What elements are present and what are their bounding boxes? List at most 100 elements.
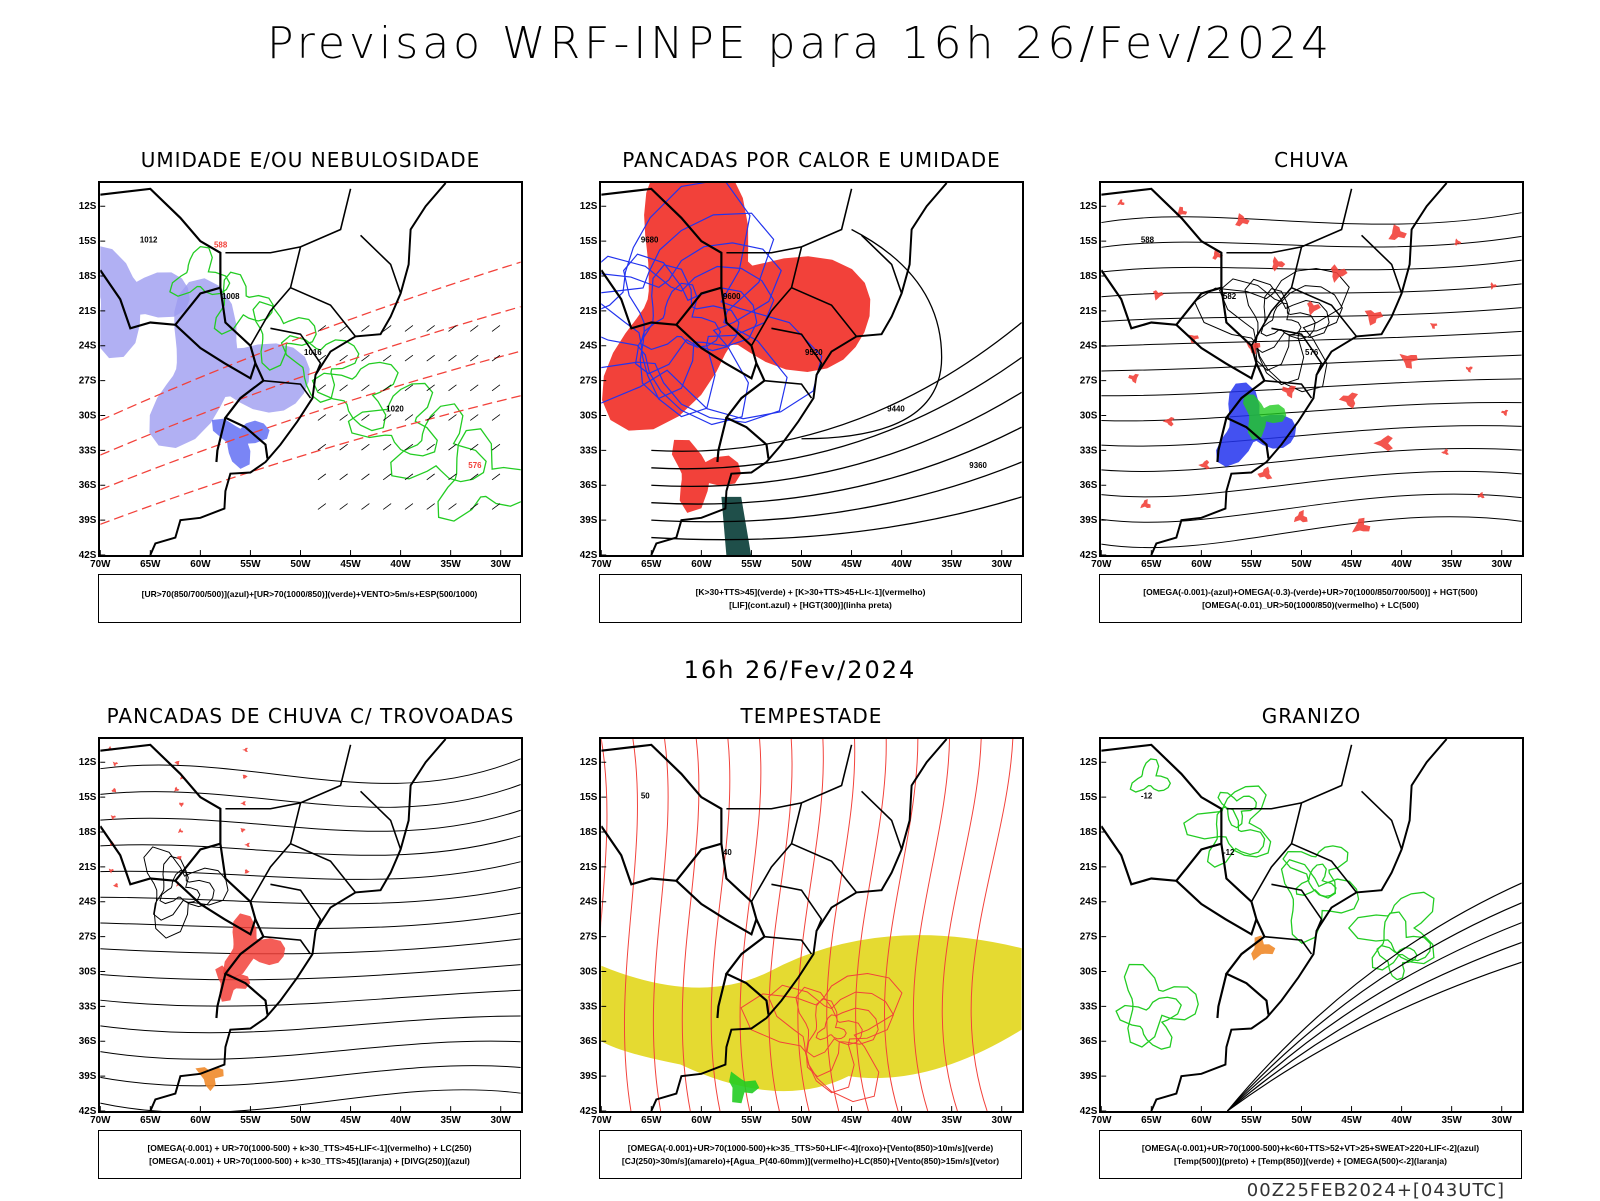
state-border	[791, 842, 858, 893]
lat-tick-label: 27S	[580, 376, 598, 387]
wind-vector	[426, 325, 435, 332]
lc250-contour	[153, 855, 215, 921]
lon-tick-label: 60W	[691, 559, 712, 570]
rain-area-red	[1272, 256, 1286, 272]
wind-vector	[426, 443, 435, 451]
lat-tick-label: 36S	[1080, 480, 1098, 491]
state-border	[290, 842, 357, 893]
lc250-streamline	[100, 912, 521, 929]
wind-vector	[448, 384, 457, 392]
lc850-contour	[740, 972, 903, 1103]
contour-label: 9440	[887, 405, 905, 414]
thunderstorm-area-red	[112, 761, 119, 767]
rain-area-red	[1282, 385, 1296, 399]
lc850-contour	[767, 984, 894, 1094]
lat-tick-label: 18S	[580, 827, 598, 838]
lon-tick-label: 35W	[942, 1115, 963, 1126]
clear-area	[806, 201, 886, 267]
wind-vector	[404, 473, 414, 481]
lat-tick-label: 24S	[1080, 897, 1098, 908]
wind-vector	[448, 354, 457, 362]
hgt500-streamline	[1101, 516, 1522, 549]
wind-vector	[448, 443, 457, 451]
wind-vector	[382, 414, 392, 421]
lon-tick-label: 65W	[140, 559, 161, 570]
instability-area-green	[721, 496, 752, 555]
lon-tick-label: 50W	[290, 559, 311, 570]
state-border	[263, 935, 312, 955]
wind-vector	[317, 503, 327, 510]
state-border	[1361, 234, 1403, 294]
lat-tick-label: 24S	[580, 897, 598, 908]
country-border	[601, 825, 722, 886]
low-level-humidity-contour	[169, 245, 231, 297]
weather-map: 50 40 12S 15S 18S 21S 24S 27S 30S 33S 36S 39S 42S70W…	[580, 737, 1024, 1126]
temp500-contour	[1227, 941, 1522, 1111]
lat-tick-label: 18S	[1080, 827, 1098, 838]
thunderstorm-area-red	[110, 814, 116, 821]
temp500-contour	[1226, 902, 1522, 1111]
lon-tick-label: 30W	[491, 559, 512, 570]
lon-tick-label: 30W	[992, 1115, 1013, 1126]
temp850-contour	[1371, 911, 1432, 971]
country-border	[100, 825, 221, 886]
legend-line: [OMEGA(-0.01)_UR>50(1000/850)(vermelho) …	[1202, 600, 1419, 610]
wind-vector	[426, 354, 435, 362]
jet-stream-area-yellow	[601, 935, 1022, 1092]
lon-tick-label: 70W	[90, 559, 111, 570]
lon-tick-label: 45W	[1341, 559, 1362, 570]
lon-tick-label: 40W	[1391, 1115, 1412, 1126]
wind-vector	[448, 414, 457, 421]
contour-label: 9360	[969, 461, 987, 470]
lc500-contour	[1193, 267, 1350, 393]
contour-label: 40	[723, 848, 732, 857]
lon-tick-label: 45W	[1341, 1115, 1362, 1126]
rain-area-red	[1198, 459, 1211, 470]
lc250-streamline	[100, 809, 521, 832]
country-border	[601, 743, 770, 1015]
lat-tick-label: 27S	[79, 376, 97, 387]
lat-tick-label: 39S	[580, 1071, 598, 1082]
state-border	[1264, 935, 1313, 955]
weather-map: 1012 1008 1016 1020 576 588 12S 15S 18S 21S 24S 27S…	[79, 181, 523, 570]
lon-tick-label: 35W	[1442, 1115, 1463, 1126]
state-border	[1264, 379, 1313, 399]
state-border	[750, 802, 803, 903]
wind-vector	[339, 325, 348, 332]
lon-tick-label: 35W	[441, 1115, 462, 1126]
hgt500-streamline	[1101, 330, 1522, 347]
contour-label: -12	[1141, 791, 1153, 800]
wind-vector	[426, 384, 435, 392]
lon-tick-label: 55W	[741, 559, 762, 570]
wind-vector	[404, 443, 414, 451]
coastline	[149, 183, 447, 555]
wind-vector	[361, 354, 370, 362]
wind-vector	[470, 325, 479, 332]
thickness-contour	[100, 395, 521, 525]
wind-vector	[382, 443, 392, 451]
low-level-humidity-contour	[390, 403, 487, 483]
lc250-streamline	[100, 938, 521, 955]
humidity-core-area	[211, 418, 270, 469]
lat-tick-label: 18S	[580, 271, 598, 282]
rain-area-red	[1293, 509, 1308, 523]
low-level-humidity-contour	[213, 271, 274, 335]
panel-legend: [OMEGA(-0.001)+UR>70(1000-500)+k>35_TTS>…	[599, 1130, 1022, 1179]
lon-tick-label: 65W	[641, 559, 662, 570]
hgt500-streamline	[1101, 283, 1522, 298]
lat-tick-label: 33S	[1080, 445, 1098, 456]
country-border	[716, 417, 728, 463]
lat-tick-label: 39S	[79, 515, 97, 526]
wind-vector	[404, 354, 414, 362]
lon-tick-label: 40W	[1391, 559, 1412, 570]
hgt500-streamline	[1101, 354, 1522, 372]
wind-vector	[491, 384, 501, 392]
state-border	[726, 744, 853, 810]
coastline	[1150, 183, 1448, 555]
rain-area-red	[1441, 448, 1449, 455]
lif-contour	[601, 255, 775, 418]
lc250-streamline	[100, 1089, 521, 1111]
legend-line: [OMEGA(-0.001) + UR>70(1000-500) + k>30_…	[147, 1143, 472, 1153]
run-timestamp: 00Z25FEB2024+[043UTC]	[1246, 1180, 1505, 1201]
